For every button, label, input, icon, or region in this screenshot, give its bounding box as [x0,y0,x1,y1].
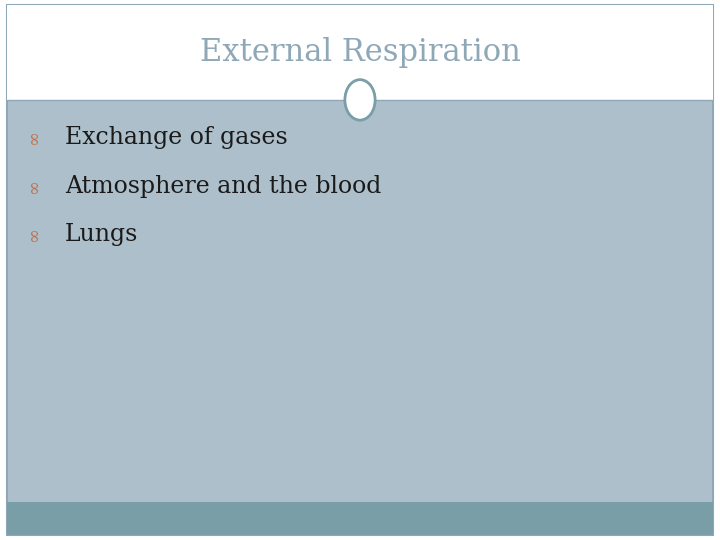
Text: Lungs: Lungs [65,224,138,246]
FancyBboxPatch shape [7,502,713,535]
FancyBboxPatch shape [7,5,713,535]
Text: ∞: ∞ [25,227,43,242]
Ellipse shape [345,80,375,120]
Text: Atmosphere and the blood: Atmosphere and the blood [65,175,381,198]
Text: External Respiration: External Respiration [199,37,521,68]
Text: ∞: ∞ [25,130,43,145]
Text: Exchange of gases: Exchange of gases [65,126,287,149]
Text: ∞: ∞ [25,179,43,194]
FancyBboxPatch shape [7,5,713,100]
